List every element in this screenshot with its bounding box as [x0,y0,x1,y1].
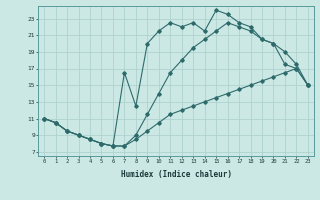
X-axis label: Humidex (Indice chaleur): Humidex (Indice chaleur) [121,170,231,179]
